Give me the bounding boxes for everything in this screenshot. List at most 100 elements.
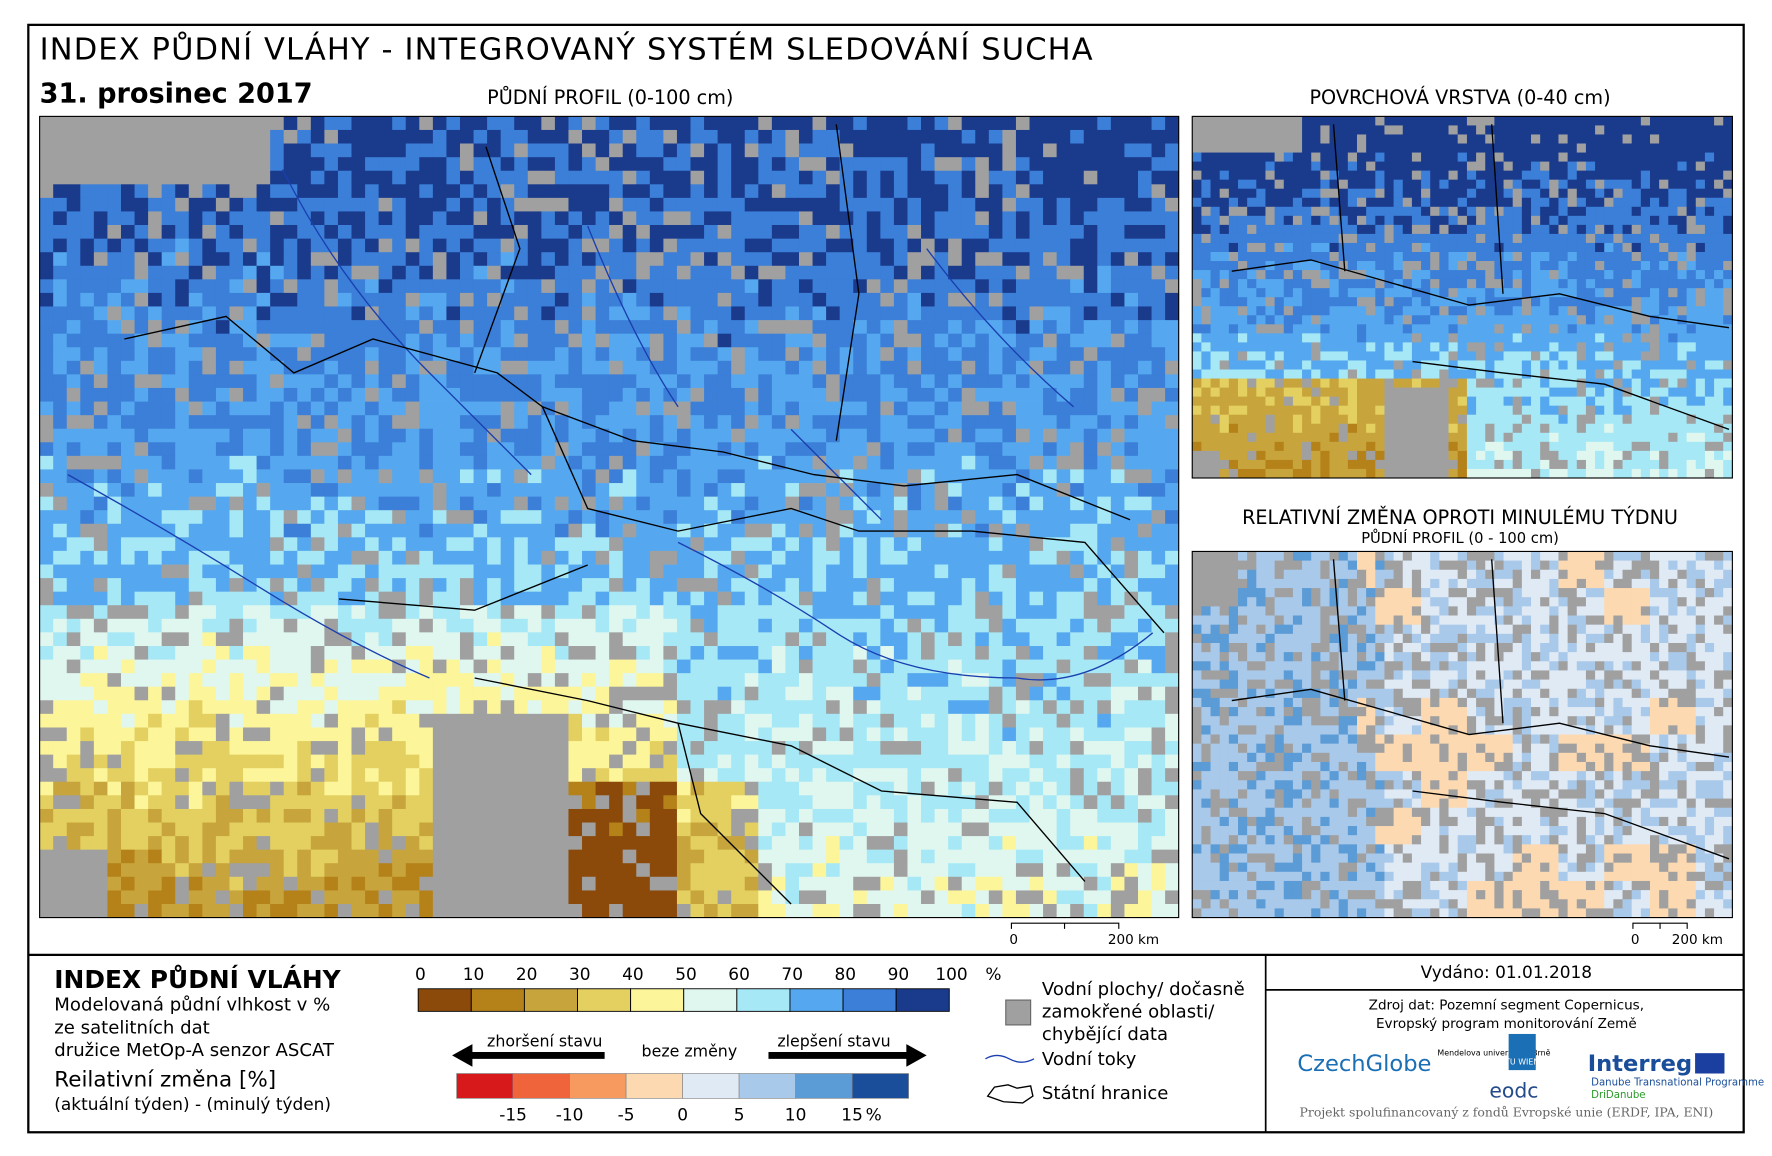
map-cell <box>934 211 949 226</box>
map-cell <box>202 320 217 335</box>
map-cell <box>256 849 271 864</box>
map-cell <box>934 238 949 253</box>
map-cell <box>243 224 258 239</box>
map-cell <box>270 170 285 185</box>
map-cell <box>365 523 380 538</box>
map-cell <box>1015 415 1030 430</box>
map-cell <box>392 673 407 688</box>
map-cell <box>202 632 217 647</box>
map-cell <box>215 673 230 688</box>
map-cell <box>934 129 949 144</box>
map-cell <box>690 537 705 552</box>
map-cell <box>975 510 990 525</box>
map-cell <box>93 360 108 375</box>
map-cell <box>1466 116 1477 126</box>
map-cell <box>541 659 556 674</box>
map-cell <box>473 836 488 851</box>
map-cell <box>812 428 827 443</box>
map-cell <box>771 428 786 443</box>
map-cell <box>744 252 759 267</box>
map-cell <box>554 279 569 294</box>
map-cell <box>107 157 122 172</box>
map-cell <box>351 279 366 294</box>
map-cell <box>446 387 461 402</box>
map-cell <box>582 347 597 362</box>
map-cell <box>419 116 434 131</box>
map-cell <box>1070 347 1085 362</box>
map-cell <box>256 727 271 742</box>
map-cell <box>148 360 163 375</box>
map-cell <box>392 686 407 701</box>
map-cell <box>798 564 814 579</box>
map-cell <box>649 184 664 199</box>
map-cell <box>1002 781 1017 796</box>
map-cell <box>93 849 108 864</box>
map-cell <box>961 808 976 823</box>
map-cell <box>500 157 515 172</box>
map-cell <box>907 795 922 810</box>
map-cell <box>961 890 976 905</box>
map-cell <box>1110 700 1125 715</box>
map-cell <box>826 347 841 362</box>
map-cell <box>107 537 122 552</box>
map-cell <box>215 564 230 579</box>
map-cell <box>921 700 936 715</box>
map-cell <box>527 360 542 375</box>
map-cell <box>1043 320 1058 335</box>
map-cell <box>392 374 407 389</box>
map-cell <box>771 469 786 484</box>
map-cell <box>717 129 732 144</box>
map-cell <box>1029 781 1044 796</box>
map-cell <box>500 197 515 212</box>
map-cell <box>1083 279 1098 294</box>
map-cell <box>229 333 244 348</box>
map-cell <box>378 496 393 511</box>
map-cell <box>1043 306 1058 321</box>
map-cell <box>554 347 569 362</box>
map-cell <box>907 646 922 661</box>
map-cell <box>649 320 664 335</box>
map-cell <box>405 116 420 131</box>
map-cell <box>297 537 312 552</box>
map-cell <box>704 781 719 796</box>
map-cell <box>1015 659 1030 674</box>
map-cell <box>53 374 68 389</box>
map-cell <box>53 741 68 756</box>
map-cell <box>731 252 746 267</box>
map-cell <box>378 605 393 620</box>
map-cell <box>1097 360 1112 375</box>
map-cell <box>1070 523 1085 538</box>
map-cell <box>446 605 461 620</box>
map-cell <box>744 904 759 919</box>
map-cell <box>717 469 732 484</box>
map-cell <box>1015 170 1030 185</box>
map-cell <box>798 822 814 837</box>
map-cell <box>744 360 759 375</box>
map-cell <box>1015 157 1030 172</box>
map-cell <box>717 292 732 307</box>
map-cell <box>988 713 1003 728</box>
map-cell <box>758 238 773 253</box>
map-cell <box>1002 890 1017 905</box>
map-cell <box>866 890 881 905</box>
map-cell <box>839 673 854 688</box>
map-cell <box>215 523 230 538</box>
map-cell <box>459 265 474 280</box>
map-cell <box>568 754 583 769</box>
map-cell <box>473 143 488 158</box>
map-cell <box>256 523 271 538</box>
map-cell <box>161 265 176 280</box>
map-cell <box>310 754 325 769</box>
map-cell <box>80 822 95 837</box>
map-cell <box>161 673 176 688</box>
map-cell <box>297 157 312 172</box>
map-cell <box>975 646 990 661</box>
map-cell <box>310 320 325 335</box>
map-cell <box>948 442 963 457</box>
map-cell <box>229 618 244 633</box>
map-cell <box>419 483 434 498</box>
map-cell <box>283 700 298 715</box>
map-cell <box>609 265 624 280</box>
map-cell <box>419 170 434 185</box>
map-cell <box>215 591 230 606</box>
